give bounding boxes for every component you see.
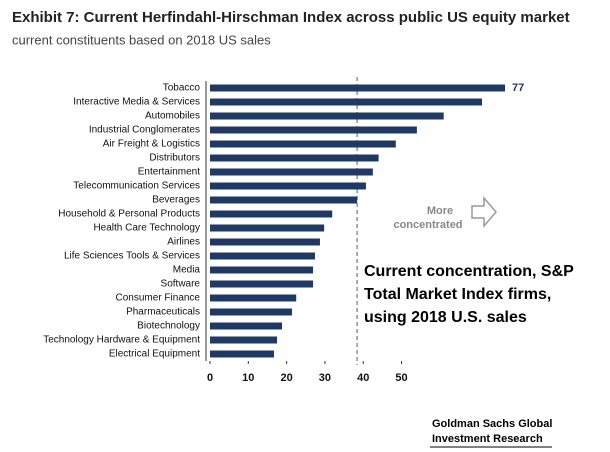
bar — [210, 210, 333, 218]
annotation: Current concentration, S&P — [364, 263, 574, 280]
bar — [210, 182, 366, 190]
annotation: Total Market Index firms, — [364, 286, 551, 303]
bar — [210, 308, 292, 316]
arrow — [471, 195, 497, 229]
y-tick-label: Media — [173, 265, 201, 276]
y-tick-label: Consumer Finance — [116, 293, 201, 304]
bar — [210, 322, 283, 330]
y-tick-label: Health Care Technology — [93, 223, 200, 234]
bar — [210, 84, 505, 92]
chart-title: Exhibit 7: Current Herfindahl-Hirschman … — [12, 9, 570, 26]
value-label: 77 — [512, 82, 524, 94]
bar — [210, 98, 483, 106]
bar — [210, 336, 278, 344]
y-tick-label: Household & Personal Products — [58, 209, 200, 220]
annotation-box — [360, 258, 570, 330]
y-tick-label: Beverages — [152, 195, 200, 206]
bar — [210, 168, 373, 176]
bar — [210, 112, 444, 120]
bar — [210, 266, 314, 274]
annotation: concentrated — [393, 219, 462, 231]
x-tick-label: 20 — [280, 372, 292, 384]
x-tick-label: 30 — [319, 372, 331, 384]
y-tick-label: Life Sciences Tools & Services — [64, 251, 200, 262]
annotation: More — [427, 205, 453, 217]
x-tick-label: 50 — [395, 372, 407, 384]
source: Goldman Sachs Global — [432, 418, 552, 430]
y-tick-label: Software — [161, 279, 201, 290]
source: Investment Research — [432, 433, 543, 445]
y-tick-label: Telecommunication Services — [73, 181, 200, 192]
bar — [210, 294, 297, 302]
y-tick-label: Entertainment — [138, 167, 200, 178]
chart-subtitle: current constituents based on 2018 US sa… — [12, 32, 271, 47]
bar — [210, 280, 314, 288]
bar — [210, 350, 274, 358]
bar — [210, 154, 379, 162]
bar — [210, 196, 358, 204]
x-tick-label: 40 — [357, 372, 369, 384]
y-tick-label: Distributors — [149, 153, 200, 164]
bar — [210, 140, 396, 148]
y-tick-label: Electrical Equipment — [109, 349, 200, 360]
x-tick-label: 0 — [207, 372, 213, 384]
bar — [210, 126, 417, 134]
x-tick-label: 10 — [242, 372, 254, 384]
y-tick-label: Tobacco — [163, 83, 201, 94]
y-tick-label: Technology Hardware & Equipment — [43, 335, 200, 346]
y-tick-label: Industrial Conglomerates — [89, 125, 200, 136]
bar — [210, 252, 315, 260]
y-tick-label: Airlines — [167, 237, 200, 248]
y-tick-label: Automobiles — [145, 111, 200, 122]
bar — [210, 238, 320, 246]
bar — [210, 224, 325, 232]
y-tick-label: Air Freight & Logistics — [103, 139, 200, 150]
annotation: using 2018 U.S. sales — [364, 309, 527, 326]
y-tick-label: Biotechnology — [137, 321, 200, 332]
y-tick-label: Pharmaceuticals — [126, 307, 200, 318]
y-tick-label: Interactive Media & Services — [73, 97, 200, 108]
